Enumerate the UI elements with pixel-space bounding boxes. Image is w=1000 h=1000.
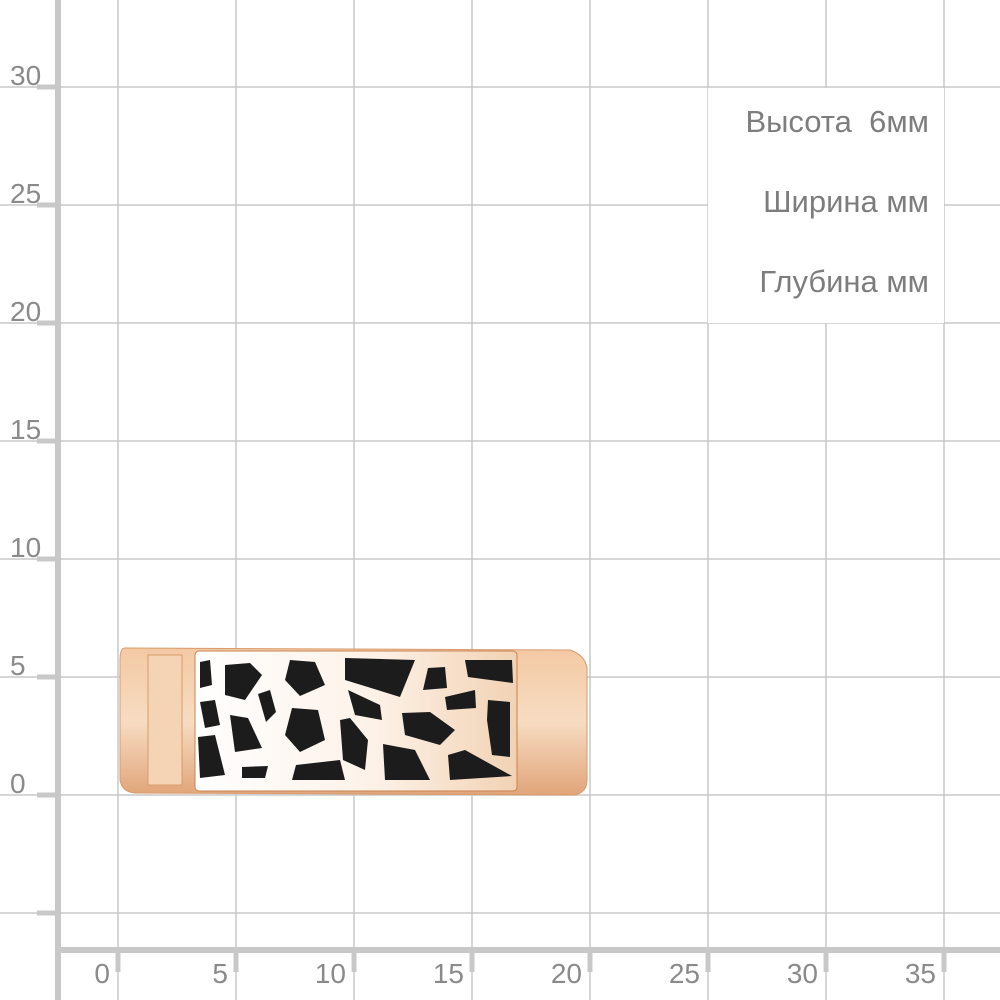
- ring-clasp: [147, 654, 183, 786]
- dimensions-panel: Высота 6мм Ширина мм Глубина мм: [708, 88, 944, 323]
- y-tick-label: 0: [10, 768, 26, 799]
- y-tick-label: 5: [10, 650, 26, 681]
- y-tick-label: 15: [10, 414, 42, 445]
- x-tick-label: 0: [94, 958, 110, 989]
- y-tick-label: 20: [10, 296, 42, 327]
- x-tick-label: 25: [668, 958, 700, 989]
- y-tick-label: 30: [10, 60, 42, 91]
- x-tick-label: 15: [432, 958, 464, 989]
- x-tick-label: 30: [786, 958, 818, 989]
- width-dimension: Ширина мм: [763, 184, 929, 219]
- x-tick-label: 35: [904, 958, 936, 989]
- x-tick-label: 10: [314, 958, 346, 989]
- y-tick-label: 10: [10, 532, 42, 563]
- x-tick-label: 20: [550, 958, 582, 989]
- y-tick-label: 25: [10, 178, 42, 209]
- enamel-inlays: [198, 658, 513, 780]
- x-tick-label: 5: [212, 958, 228, 989]
- height-dimension: Высота 6мм: [745, 104, 929, 139]
- depth-dimension: Глубина мм: [759, 264, 929, 299]
